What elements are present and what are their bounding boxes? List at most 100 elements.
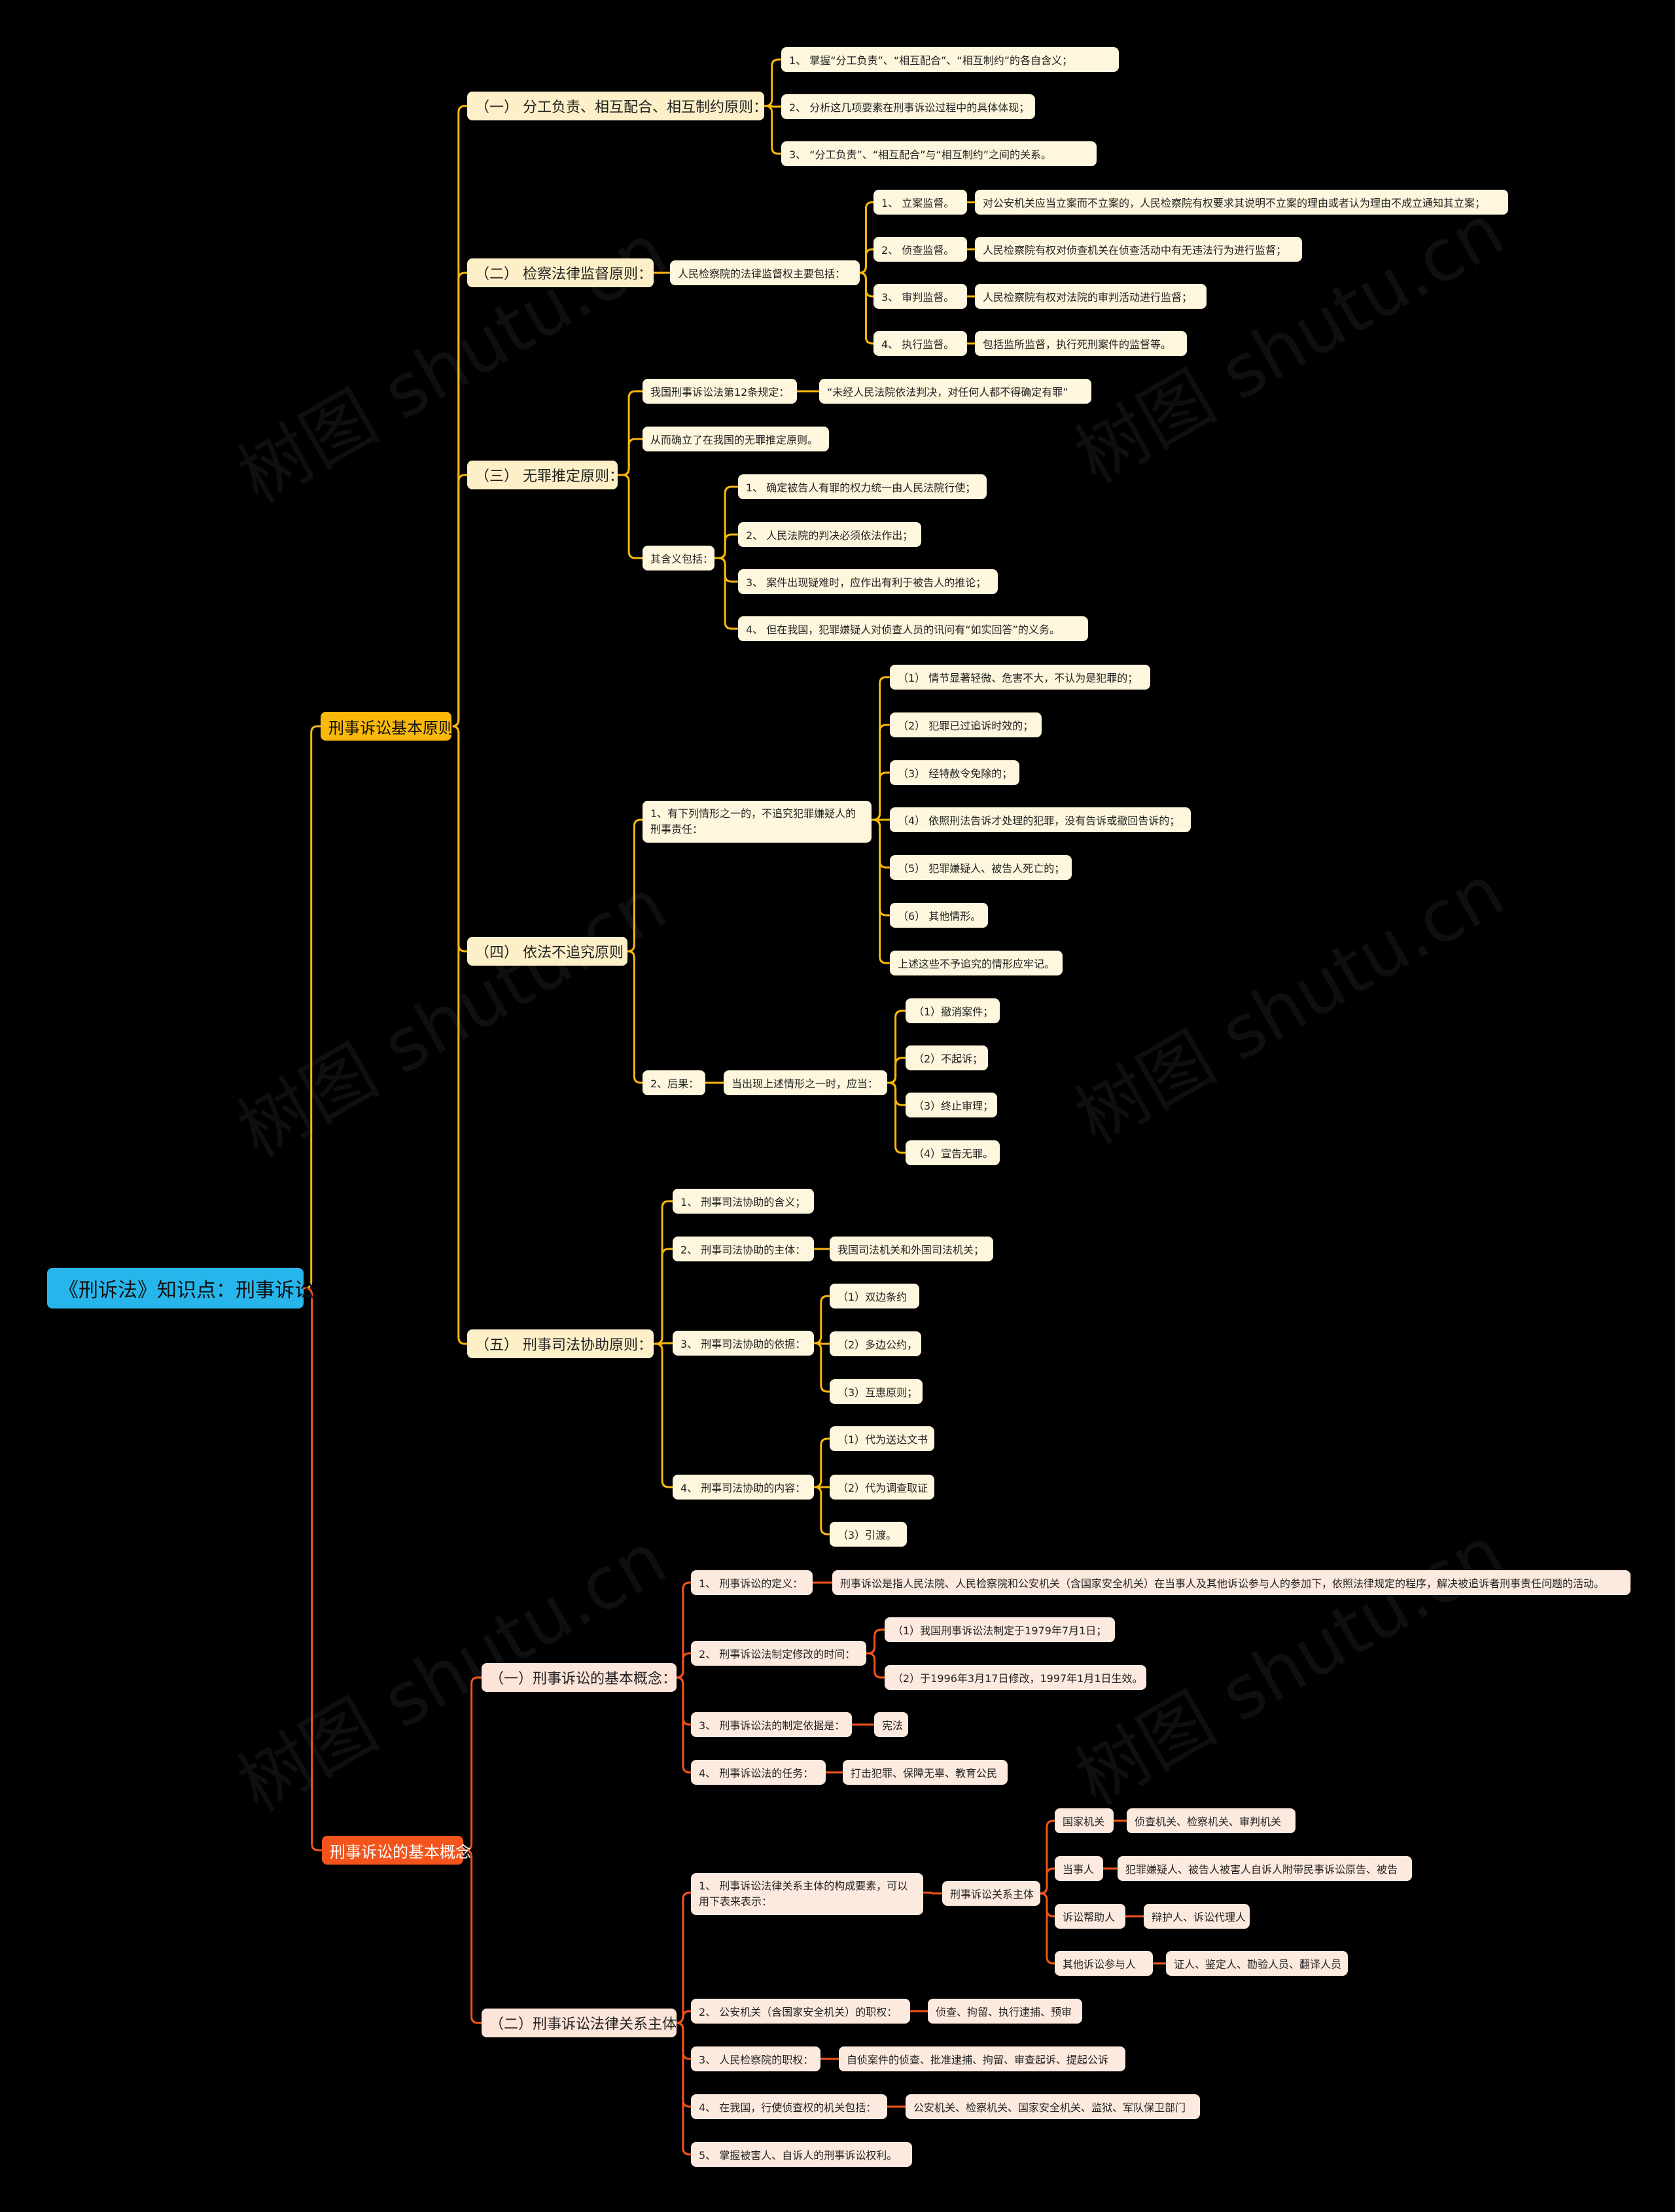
node-a2-1-3[interactable]: 3、 审判监督。: [873, 284, 967, 309]
node-b2-3-1[interactable]: 自侦案件的侦查、批准逮捕、拘留、审查起诉、提起公诉: [839, 2046, 1125, 2071]
node-a4-2-1-2[interactable]: （2）不起诉；: [906, 1045, 988, 1070]
node-b2-1[interactable]: 1、 刑事诉讼法律关系主体的构成要素，可以用下表来表示：: [691, 1873, 923, 1915]
node-b1[interactable]: （一）刑事诉讼的基本概念：: [482, 1663, 677, 1692]
node-b2-4[interactable]: 4、 在我国，行使侦查权的机关包括：: [691, 2094, 887, 2119]
node-b1-3[interactable]: 3、 刑事诉讼法的制定依据是：: [691, 1712, 852, 1737]
node-a5-1[interactable]: 1、 刑事司法协助的含义；: [673, 1189, 814, 1214]
node-a2-1[interactable]: 人民检察院的法律监督权主要包括：: [670, 260, 860, 285]
node-b2-5[interactable]: 5、 掌握被害人、自诉人的刑事诉讼权利。: [691, 2142, 912, 2167]
node-a3-3-1[interactable]: 1、 确定被告人有罪的权力统一由人民法院行使；: [738, 474, 987, 499]
link-a5-3-3: [814, 1342, 830, 1393]
node-b2-1-1-4-1[interactable]: 证人、鉴定人、勘验人员、翻译人员: [1166, 1951, 1348, 1976]
node-b1-3-1[interactable]: 宪法: [874, 1712, 908, 1737]
node-b1-4[interactable]: 4、 刑事诉讼法的任务：: [691, 1760, 826, 1785]
node-a5-4-2[interactable]: （2）代为调查取证: [830, 1475, 934, 1500]
node-b2-4-1[interactable]: 公安机关、检察机关、国家安全机关、监狱、军队保卫部门: [906, 2094, 1200, 2119]
link-b1-4: [676, 1676, 691, 1774]
node-root[interactable]: 《刑诉法》知识点：刑事诉讼: [47, 1268, 314, 1308]
link-b2-1: [676, 1891, 691, 2024]
link-a5-4-1: [814, 1437, 830, 1488]
link-a2-1-4: [859, 272, 873, 345]
link-a5-4: [654, 1343, 673, 1488]
node-a1-3[interactable]: 3、 “分工负责”、“相互配合”与“相互制约”之间的关系。: [781, 141, 1097, 166]
node-a2[interactable]: （二） 检察法律监督原则：: [467, 258, 654, 287]
node-a4-2-1-4[interactable]: （4）宣告无罪。: [906, 1140, 1000, 1165]
node-a2-1-2-1[interactable]: 人民检察院有权对侦查机关在侦查活动中有无违法行为进行监督；: [975, 237, 1302, 262]
node-a1-1[interactable]: 1、 掌握“分工负责”、“相互配合”、“相互制约”的各自含义；: [781, 47, 1119, 72]
node-b1-2[interactable]: 2、 刑事诉讼法制定修改的时间：: [691, 1641, 866, 1666]
node-a3-3-2[interactable]: 2、 人民法院的判决必须依法作出；: [738, 522, 921, 547]
node-b2-1-1-3-1[interactable]: 辩护人、诉讼代理人: [1144, 1904, 1250, 1929]
link-a4-2-1-2: [887, 1057, 906, 1084]
node-a5-4-1[interactable]: （1）代为送达文书: [830, 1426, 934, 1451]
node-a3-2[interactable]: 从而确立了在我国的无罪推定原则。: [643, 427, 829, 451]
node-a4-1-7[interactable]: 上述这些不予追究的情形应牢记。: [890, 951, 1063, 975]
node-b2-2-1[interactable]: 侦查、拘留、执行逮捕、预审: [928, 1999, 1082, 2024]
link-a5-3-2: [814, 1342, 830, 1345]
node-a4-2-1-3[interactable]: （3）终止审理；: [906, 1093, 997, 1117]
node-a5-3[interactable]: 3、 刑事司法协助的依据：: [673, 1331, 814, 1356]
node-a4-1-5[interactable]: （5） 犯罪嫌疑人、被告人死亡的；: [890, 855, 1072, 880]
node-b2-1-1-2-1[interactable]: 犯罪嫌疑人、被告人被害人自诉人附带民事诉讼原告、被告: [1118, 1856, 1412, 1881]
node-b1-1[interactable]: 1、 刑事诉讼的定义：: [691, 1570, 813, 1595]
link-a1-3: [764, 105, 781, 155]
link-a2-1-2: [859, 248, 873, 274]
link-a3-3-1: [714, 485, 738, 559]
node-a1[interactable]: （一） 分工负责、相互配合、相互制约原则：: [467, 92, 767, 120]
node-a4[interactable]: （四） 依法不追究原则: [467, 937, 627, 966]
node-a4-1-4[interactable]: （4） 依照刑法告诉才处理的犯罪，没有告诉或撤回告诉的；: [890, 807, 1191, 832]
node-a3-1-1[interactable]: “未经人民法院依法判决，对任何人都不得确定有罪”: [819, 379, 1091, 404]
node-a5-2-1[interactable]: 我国司法机关和外国司法机关；: [830, 1237, 993, 1261]
node-a4-1-3[interactable]: （3） 经特赦令免除的；: [890, 760, 1019, 785]
node-a5[interactable]: （五） 刑事司法协助原则：: [467, 1329, 654, 1358]
node-b2-1-1-1-1[interactable]: 侦查机关、检察机关、审判机关: [1127, 1808, 1296, 1833]
node-b2-1-1-3[interactable]: 诉讼帮助人: [1055, 1904, 1125, 1929]
node-a3-3-4[interactable]: 4、 但在我国，犯罪嫌疑人对侦查人员的讯问有“如实回答”的义务。: [738, 616, 1088, 641]
node-b2-1-1-4[interactable]: 其他诉讼参与人: [1055, 1951, 1153, 1976]
link-b1-2-1: [866, 1628, 885, 1655]
node-a2-1-4[interactable]: 4、 执行监督。: [873, 331, 967, 356]
node-b2[interactable]: （二）刑事诉讼法律关系主体: [482, 2009, 677, 2037]
node-a5-2[interactable]: 2、 刑事司法协助的主体：: [673, 1237, 814, 1261]
node-a5-3-1[interactable]: （1）双边条约: [830, 1284, 919, 1308]
node-b1-2-1[interactable]: （1）我国刑事诉讼法制定于1979年7月1日；: [885, 1617, 1115, 1642]
node-a4-1-6[interactable]: （6） 其他情形。: [890, 903, 988, 928]
node-a4-1[interactable]: 1、有下列情形之一的，不追究犯罪嫌疑人的刑事责任：: [643, 801, 872, 843]
node-a4-2-1[interactable]: 当出现上述情形之一时，应当：: [724, 1070, 887, 1095]
link-b1: [463, 1676, 482, 1852]
node-a4-1-2[interactable]: （2） 犯罪已过追诉时效的；: [890, 712, 1042, 737]
node-a4-1-1[interactable]: （1） 情节显著轻微、危害不大，不认为是犯罪的；: [890, 665, 1150, 690]
node-b1-2-2[interactable]: （2）于1996年3月17日修改，1997年1月1日生效。: [885, 1665, 1146, 1690]
node-a5-3-2[interactable]: （2）多边公约，: [830, 1331, 921, 1356]
link-a3: [451, 474, 467, 728]
node-m1[interactable]: 刑事诉讼基本原则: [321, 712, 454, 741]
node-b1-1-1[interactable]: 刑事诉讼是指人民法院、人民检察院和公安机关（含国家安全机关）在当事人及其他诉讼参…: [832, 1570, 1631, 1595]
node-a3-3-3[interactable]: 3、 案件出现疑难时，应作出有利于被告人的推论；: [738, 569, 998, 594]
node-b2-1-1-1[interactable]: 国家机关: [1055, 1808, 1114, 1833]
link-a5-4-3: [814, 1486, 830, 1536]
node-b1-4-1[interactable]: 打击犯罪、保障无辜、教育公民: [843, 1760, 1008, 1785]
node-a3-1[interactable]: 我国刑事诉讼法第12条规定：: [643, 379, 797, 404]
node-a2-1-1[interactable]: 1、 立案监督。: [873, 190, 967, 215]
node-m2[interactable]: 刑事诉讼的基本概念: [322, 1836, 471, 1865]
link-a3-3-2: [714, 533, 738, 559]
node-a2-1-2[interactable]: 2、 侦查监督。: [873, 237, 967, 262]
node-a5-4-3[interactable]: （3）引渡。: [830, 1522, 907, 1547]
node-a5-4[interactable]: 4、 刑事司法协助的内容：: [673, 1475, 814, 1500]
node-a2-1-4-1[interactable]: 包括监所监督，执行死刑案件的监督等。: [975, 331, 1187, 356]
node-b2-3[interactable]: 3、 人民检察院的职权：: [691, 2046, 820, 2071]
node-a3-3[interactable]: 其含义包括：: [643, 546, 714, 571]
node-a2-1-1-1[interactable]: 对公安机关应当立案而不立案的，人民检察院有权要求其说明不立案的理由或者认为理由不…: [975, 190, 1508, 215]
link-a3-3: [618, 474, 643, 559]
node-a2-1-3-1[interactable]: 人民检察院有权对法院的审判活动进行监督；: [975, 284, 1207, 309]
node-b2-1-1-2[interactable]: 当事人: [1055, 1856, 1103, 1881]
node-a4-2-1-1[interactable]: （1）撤消案件；: [906, 998, 1000, 1023]
node-a5-3-3[interactable]: （3）互惠原则；: [830, 1379, 923, 1404]
node-a1-2[interactable]: 2、 分析这几项要素在刑事诉讼过程中的具体体现；: [781, 94, 1035, 119]
link-a4-1-7: [872, 818, 890, 964]
node-a3[interactable]: （三） 无罪推定原则：: [467, 461, 624, 489]
node-b2-1-1[interactable]: 刑事诉讼关系主体: [942, 1881, 1040, 1906]
node-b2-2[interactable]: 2、 公安机关（含国家安全机关）的职权：: [691, 1999, 910, 2024]
node-a4-2[interactable]: 2、后果：: [643, 1070, 705, 1095]
